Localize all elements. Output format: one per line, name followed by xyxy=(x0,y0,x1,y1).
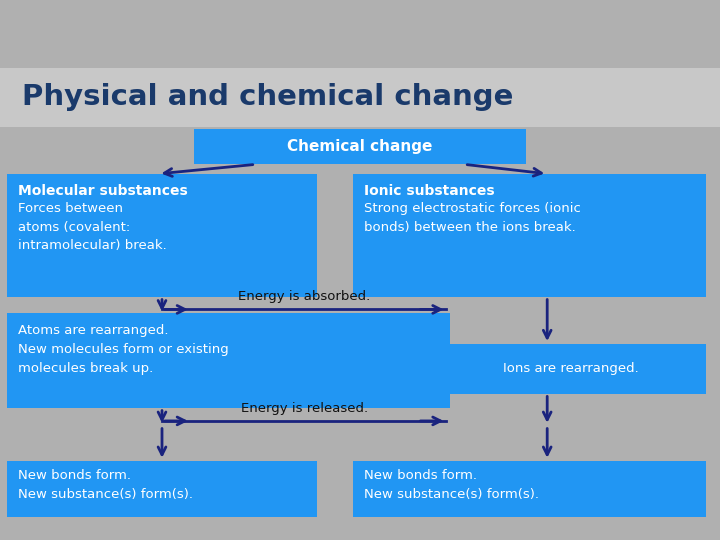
Text: Strong electrostatic forces (ionic
bonds) between the ions break.: Strong electrostatic forces (ionic bonds… xyxy=(364,202,580,234)
Text: Molecular substances: Molecular substances xyxy=(18,184,188,198)
Text: Energy is absorbed.: Energy is absorbed. xyxy=(238,291,370,303)
FancyBboxPatch shape xyxy=(7,313,450,408)
FancyBboxPatch shape xyxy=(7,174,317,296)
FancyBboxPatch shape xyxy=(194,129,526,164)
Text: Physical and chemical change: Physical and chemical change xyxy=(22,83,513,111)
Text: Forces between
atoms (covalent:
intramolecular) break.: Forces between atoms (covalent: intramol… xyxy=(18,202,167,252)
Text: Ionic substances: Ionic substances xyxy=(364,184,494,198)
Text: New bonds form.
New substance(s) form(s).: New bonds form. New substance(s) form(s)… xyxy=(18,469,193,501)
Text: Atoms are rearranged.
New molecules form or existing
molecules break up.: Atoms are rearranged. New molecules form… xyxy=(18,323,229,375)
Text: Chemical change: Chemical change xyxy=(287,139,433,154)
FancyBboxPatch shape xyxy=(0,68,720,126)
FancyBboxPatch shape xyxy=(353,174,706,296)
FancyBboxPatch shape xyxy=(353,461,706,517)
FancyBboxPatch shape xyxy=(436,344,706,394)
FancyBboxPatch shape xyxy=(7,461,317,517)
Text: New bonds form.
New substance(s) form(s).: New bonds form. New substance(s) form(s)… xyxy=(364,469,539,501)
Text: Ions are rearranged.: Ions are rearranged. xyxy=(503,362,639,375)
Text: Energy is released.: Energy is released. xyxy=(240,402,368,415)
